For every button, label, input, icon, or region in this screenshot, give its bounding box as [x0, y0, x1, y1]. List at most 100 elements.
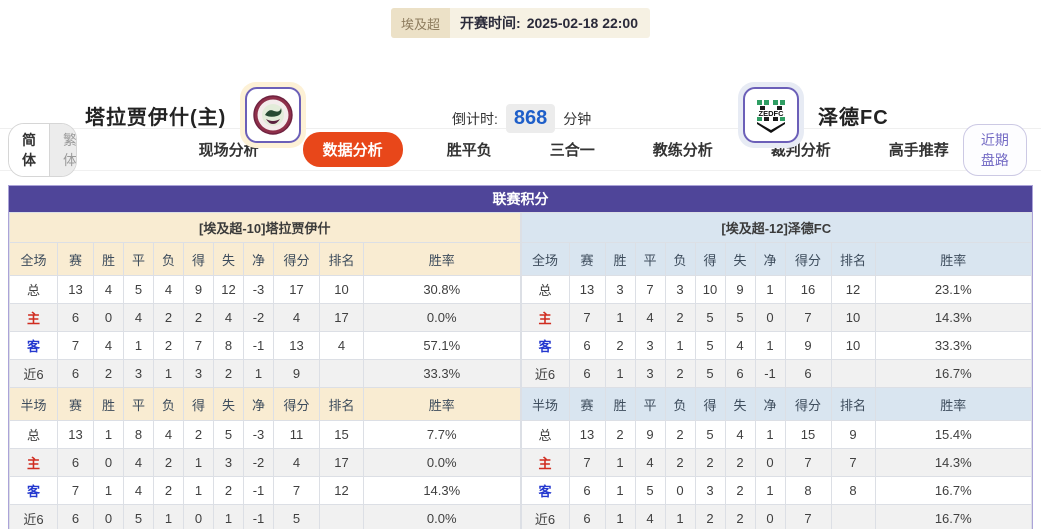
stat-cell: 1 [604, 303, 636, 332]
stat-cell: 8 [784, 476, 832, 505]
stat-cell: 4 [153, 420, 184, 449]
home-stats-table: [埃及超-10]塔拉贾伊什 全场赛胜平负得失净得分 排名 胜率总 13 4 5 4 9 12 -3 1… [9, 212, 521, 529]
recent-odds-button[interactable]: 近期盘路 [962, 123, 1027, 176]
table-row: 总 13 4 5 4 9 12 -3 17 10 30.8% [9, 275, 521, 304]
column-header: 排名 [830, 387, 876, 421]
stat-cell: 6 [57, 448, 94, 477]
column-header: 胜率 [874, 242, 1032, 276]
stat-cell: 1 [183, 448, 214, 477]
stat-cell: 14.3% [874, 448, 1032, 477]
teams-header: 塔拉贾伊什(主) 倒计时: 868 分钟 [0, 38, 1041, 148]
tab-4[interactable]: 教练分析 [652, 142, 713, 159]
table-row: 主 7 1 4 2 5 5 0 7 10 14.3% [520, 303, 1032, 332]
table-row: 近6 6 1 4 1 2 2 0 7 16.7% [520, 504, 1032, 529]
kickoff-label: 开赛时间: [460, 15, 521, 31]
table-row: 主 6 0 4 2 1 3 -2 4 17 0.0% [9, 448, 521, 477]
column-header: 胜率 [874, 387, 1032, 421]
stat-cell: 10 [830, 331, 876, 360]
lang-traditional-button[interactable]: 繁体 [50, 123, 76, 176]
column-header: 负 [664, 242, 696, 276]
stat-cell: 5 [213, 420, 244, 449]
stat-cell: 2 [694, 448, 726, 477]
stat-cell: 2 [724, 504, 756, 529]
stat-cell: 6 [568, 359, 606, 388]
stat-cell: 1 [604, 504, 636, 529]
stat-cell: 0 [754, 504, 786, 529]
home-crest-icon [253, 95, 294, 135]
stat-cell: 14.3% [874, 303, 1032, 332]
tab-strip: 简体 繁体 现场分析 数据分析 胜平负 三合一 教练分析 裁判分析 高手推荐 近期盘路 [0, 122, 1041, 177]
stat-cell: 2 [213, 476, 244, 505]
stat-cell: 7 [784, 303, 832, 332]
stat-cell [319, 504, 364, 529]
column-header: 半场 [9, 387, 58, 421]
row-label: 主 [9, 448, 58, 477]
row-label: 客 [520, 476, 570, 505]
stat-cell: 8 [123, 420, 154, 449]
stat-cell: 7.7% [363, 420, 521, 449]
stat-cell: 1 [754, 331, 786, 360]
stat-cell: 1 [754, 476, 786, 505]
column-header: 平 [634, 242, 666, 276]
row-label: 客 [520, 331, 570, 360]
row-label: 主 [520, 303, 570, 332]
stat-cell: 1 [604, 448, 636, 477]
stat-cell: 1 [153, 359, 184, 388]
stat-cell: 5 [634, 476, 666, 505]
stat-cell: 57.1% [363, 331, 521, 360]
stat-cell: 9 [273, 359, 320, 388]
stat-cell: 2 [183, 420, 214, 449]
stat-cell: 2 [724, 476, 756, 505]
stat-cell: 4 [213, 303, 244, 332]
table-row: 客 6 2 3 1 5 4 1 9 10 33.3% [520, 331, 1032, 360]
tab-2[interactable]: 胜平负 [446, 142, 492, 159]
table-row: 客 7 1 4 2 1 2 -1 7 12 14.3% [9, 476, 521, 505]
stat-cell: 5 [724, 303, 756, 332]
stat-cell: 3 [213, 448, 244, 477]
stat-cell: 2 [153, 448, 184, 477]
column-header: 失 [213, 387, 244, 421]
column-header-row: 全场赛胜平负得失净得分 排名 胜率 [9, 242, 521, 276]
stat-cell: 1 [664, 331, 696, 360]
stat-cell: 7 [183, 331, 214, 360]
stat-cell: 6 [568, 331, 606, 360]
column-header: 排名 [319, 387, 364, 421]
tab-3[interactable]: 三合一 [549, 142, 595, 159]
away-crest-icon: ZEDFC [756, 100, 786, 133]
stat-cell: 1 [183, 476, 214, 505]
stat-cell: 2 [183, 303, 214, 332]
row-label: 客 [9, 476, 58, 505]
away-team-logo-frame: ZEDFC [743, 87, 799, 143]
column-header: 排名 [830, 242, 876, 276]
column-header: 赛 [568, 242, 606, 276]
stat-cell: 0.0% [363, 504, 521, 529]
stat-cell: 3 [694, 476, 726, 505]
stat-cell: 5 [123, 275, 154, 304]
column-header: 得分 [784, 242, 832, 276]
stat-cell: 17 [319, 303, 364, 332]
league-points-board: 联赛积分 [埃及超-10]塔拉贾伊什 全场赛胜平负得失净得分 排名 胜率总 13 4 5 4 9… [8, 185, 1033, 529]
stat-cell: 13 [273, 331, 320, 360]
tab-0[interactable]: 现场分析 [198, 142, 259, 159]
stat-cell: 4 [93, 275, 124, 304]
stat-cell: 15 [319, 420, 364, 449]
stat-cell: 5 [694, 331, 726, 360]
column-header: 平 [123, 387, 154, 421]
lang-simplified-button[interactable]: 简体 [9, 123, 50, 176]
stat-cell: 10 [830, 303, 876, 332]
tab-1-active[interactable]: 数据分析 [302, 132, 403, 167]
row-label: 总 [520, 420, 570, 449]
column-header: 负 [153, 387, 184, 421]
stat-cell: 16 [784, 275, 832, 304]
table-row: 总 13 2 9 2 5 4 1 15 9 15.4% [520, 420, 1032, 449]
stat-cell: 7 [568, 303, 606, 332]
tab-6[interactable]: 高手推荐 [888, 142, 949, 159]
column-header: 胜 [604, 387, 636, 421]
stat-cell: 0 [93, 504, 124, 529]
stat-cell: 6 [568, 476, 606, 505]
stat-cell: 13 [568, 275, 606, 304]
stat-cell: 1 [604, 476, 636, 505]
stat-cell: 0 [93, 448, 124, 477]
away-stats-table: [埃及超-12]泽德FC 全场赛胜平负得失净得分 排名 胜率总 13 3 7 3 10 9 1 16 1… [520, 212, 1033, 529]
stat-cell: 11 [273, 420, 320, 449]
